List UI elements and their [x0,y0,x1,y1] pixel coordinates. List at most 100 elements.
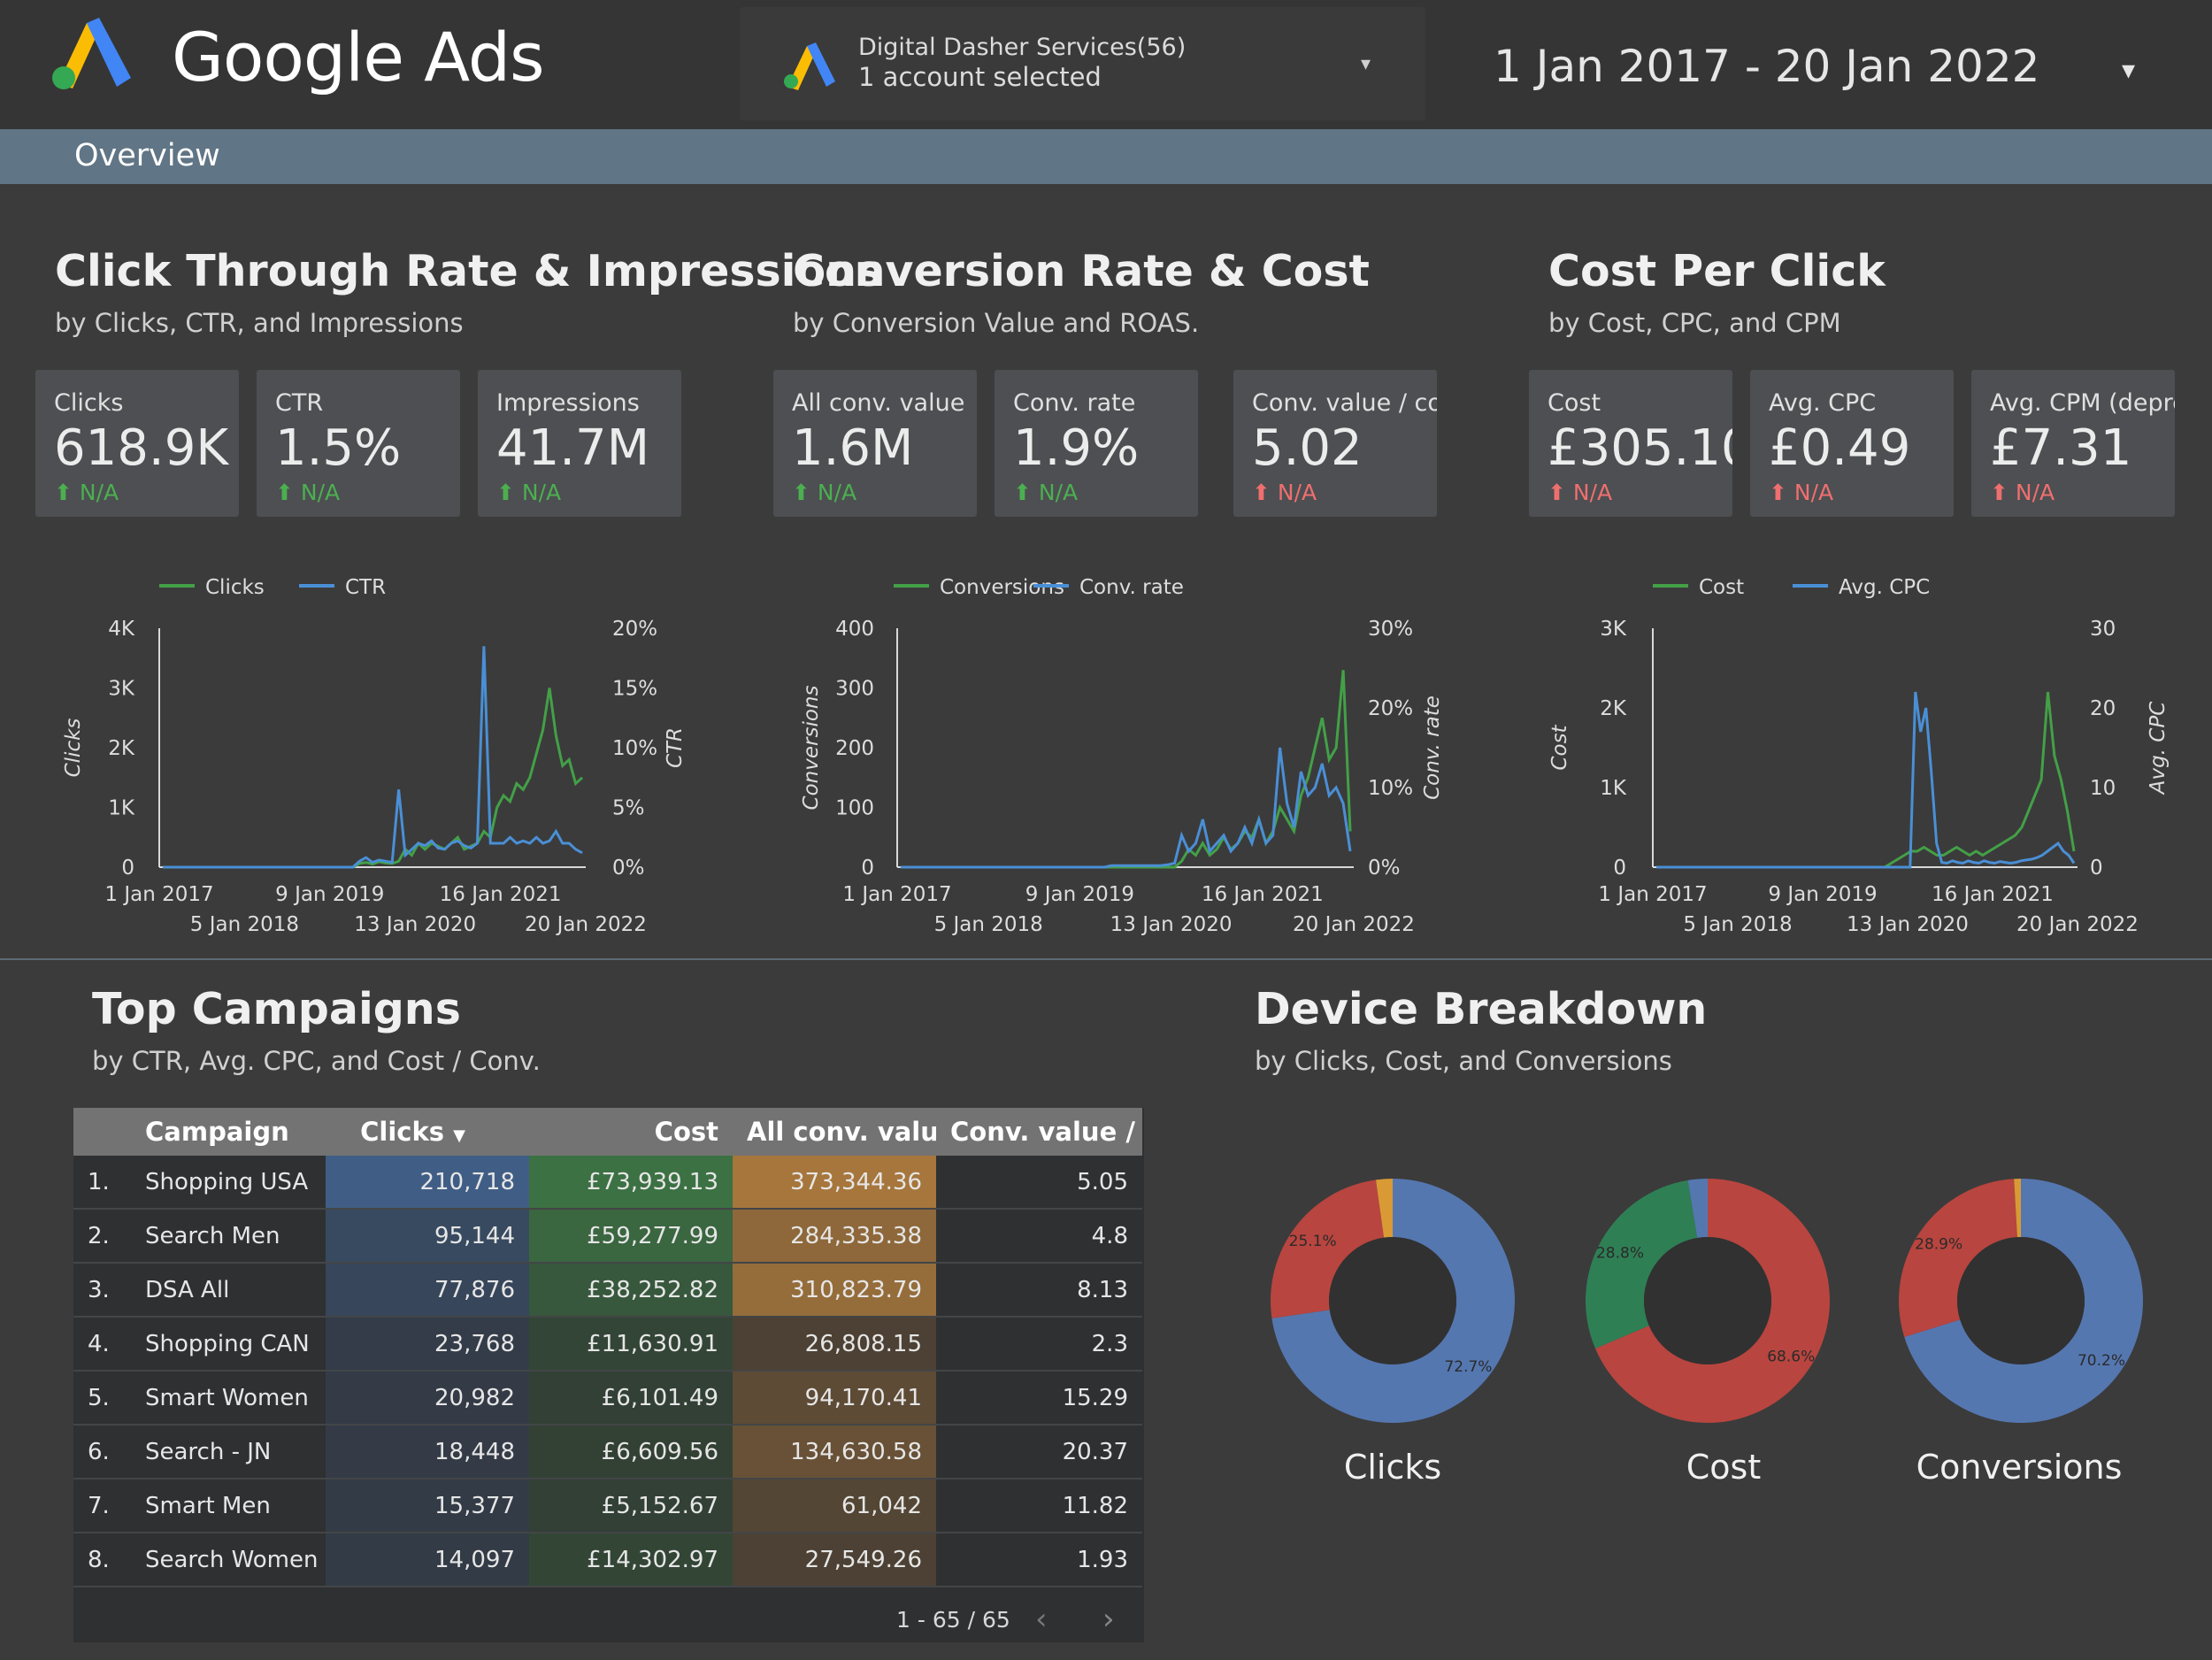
clicks-cell: 210,718 [326,1156,529,1210]
account-selector[interactable] [740,7,1425,120]
column-header-all-conv-value[interactable]: All conv. value [733,1108,936,1156]
table-row[interactable]: 6. Search - JN 18,448 £6,609.56 134,630.58 20… [73,1425,1142,1479]
kpi-delta-value: N/A [1277,480,1317,505]
kpi-delta: ⬆ N/A [1990,480,2055,505]
arrow-up-icon: ⬆ [275,480,301,505]
clicks-device-donut: 72.7% 25.1% [1271,1179,1515,1423]
y-axis-title: Conversions [800,686,823,811]
x-tick-label: 20 Jan 2022 [525,913,647,936]
kpi-delta: ⬆ N/A [1252,480,1317,505]
kpi-delta-value: N/A [300,480,341,505]
caret-down-icon[interactable]: ▾ [1361,53,1371,75]
kpi-card: Avg. CPC £0.49 ⬆ N/A [1750,370,1954,517]
kpi-value: 1.9% [1013,419,1140,477]
donut-slice-label: 68.6% [1767,1348,1815,1365]
conv-value-cost-cell: 11.82 [936,1479,1142,1533]
kpi-card: Clicks 618.9K ⬆ N/A [35,370,239,517]
section-subtitle-cpc: by Cost, CPC, and CPM [1548,308,1841,338]
all-conv-value-cell: 61,042 [733,1479,936,1533]
donut-slice [1375,1179,1393,1238]
app-title: Google Ads [172,18,545,96]
donut-hole [1957,1237,2085,1364]
column-header-campaign[interactable]: Campaign [131,1108,326,1156]
chevron-left-icon[interactable]: ‹ [1035,1602,1048,1637]
y2-tick-label: 15% [612,678,657,701]
series-line-primary [163,688,584,869]
caret-down-icon[interactable]: ▾ [2122,55,2136,86]
table-row[interactable]: 8. Search Women 14,097 £14,302.97 27,549.26 1… [73,1533,1142,1587]
y2-tick-label: 30 [2090,618,2116,641]
kpi-delta-value: N/A [1793,480,1834,505]
table-row[interactable]: 2. Search Men 95,144 £59,277.99 284,335.38 4.… [73,1209,1142,1264]
campaign-name: Shopping CAN [131,1317,326,1372]
kpi-delta-value: N/A [1572,480,1613,505]
row-index: 5. [73,1371,131,1426]
section-title-cpc: Cost Per Click [1548,246,1886,296]
section-divider [0,958,2212,960]
x-tick-label: 9 Jan 2019 [1768,883,1877,906]
arrow-down-icon: ⬆ [1252,480,1278,505]
column-header-clicks[interactable]: Clicks ▼ [326,1108,529,1156]
cost-cell: £5,152.67 [529,1479,733,1533]
all-conv-value-cell: 26,808.15 [733,1317,936,1372]
conv-value-cost-cell: 20.37 [936,1425,1142,1479]
y-tick-label: 300 [835,678,874,701]
column-header-conv-value-cost[interactable]: Conv. value / ... [936,1108,1142,1156]
donut-title-cost: Cost [1686,1448,1762,1487]
donut-slice-label: 28.9% [1915,1236,1962,1254]
clicks-ctr-chart: Clicks CTR 0 1K 2K 3K 4K 0% 5% 10% 15% 20% Clicks CTR… [62,576,687,936]
y2-tick-label: 30% [1368,618,1413,641]
x-tick-label: 9 Jan 2019 [1025,883,1134,906]
arrow-down-icon: ⬆ [1990,480,2016,505]
y2-tick-label: 20% [1368,697,1413,720]
section-subtitle-conversion: by Conversion Value and ROAS. [793,308,1200,338]
kpi-label: All conv. value [792,389,965,417]
date-range-selector[interactable]: 1 Jan 2017 - 20 Jan 2022 [1494,41,2040,92]
y2-tick-label: 0 [2090,857,2103,880]
y-axis-title: Clicks [62,719,85,778]
all-conv-value-cell: 310,823.79 [733,1263,936,1318]
cost-cell: £38,252.82 [529,1263,733,1318]
sort-desc-icon: ▼ [453,1126,465,1145]
kpi-label: Clicks [54,389,124,417]
x-tick-label: 1 Jan 2017 [1598,883,1707,906]
table-row[interactable]: 4. Shopping CAN 23,768 £11,630.91 26,808.15 2… [73,1317,1142,1372]
campaign-name: Shopping USA [131,1156,326,1210]
campaign-name: Search Men [131,1209,326,1264]
kpi-card: Impressions 41.7M ⬆ N/A [478,370,681,517]
campaign-name: Smart Women [131,1371,326,1426]
chevron-right-icon[interactable]: › [1102,1602,1115,1637]
conv-value-cost-cell: 4.8 [936,1209,1142,1264]
row-index: 6. [73,1425,131,1479]
campaign-name: Search Women [131,1533,326,1587]
y2-tick-label: 10% [612,737,657,760]
kpi-card: Conv. value / cost5.02 ⬆ N/A [1233,370,1437,517]
arrow-up-icon: ⬆ [54,480,80,505]
all-conv-value-cell: 373,344.36 [733,1156,936,1210]
donut-title-clicks: Clicks [1343,1448,1442,1487]
table-row[interactable]: 1. Shopping USA 210,718 £73,939.13 373,344.3… [73,1156,1142,1210]
conversions-rate-chart: Conversions Conv. rate 0 100 200 300 400 0% 10% 2… [800,576,1444,936]
kpi-delta: ⬆ N/A [1548,480,1612,505]
donut-slice [1899,1179,2017,1337]
kpi-delta-value: N/A [521,480,562,505]
table-row[interactable]: 5. Smart Women 20,982 £6,101.49 94,170.41 15.… [73,1371,1142,1426]
donut-slice-label: 72.7% [1444,1358,1492,1376]
all-conv-value-cell: 94,170.41 [733,1371,936,1426]
table-row[interactable]: 3. DSA All 77,876 £38,252.82 310,823.79 8.13 [73,1263,1142,1318]
table-row[interactable]: 7. Smart Men 15,377 £5,152.67 61,042 11.82 [73,1479,1142,1533]
section-title-campaigns: Top Campaigns [92,984,461,1034]
account-selected-count: 1 account selected [858,62,1102,92]
arrow-up-icon: ⬆ [496,480,522,505]
kpi-label: Avg. CPC [1769,389,1877,417]
clicks-cell: 23,768 [326,1317,529,1372]
series-line-primary [1656,691,2076,869]
conversions-device-donut: 70.2% 28.9% [1899,1179,2143,1423]
section-subtitle-campaigns: by CTR, Avg. CPC, and Cost / Conv. [92,1046,541,1076]
tab-overview[interactable]: Overview [74,138,220,173]
kpi-delta: ⬆ N/A [275,480,340,505]
y-tick-label: 2K [1600,697,1627,720]
kpi-value: £305.10K [1548,419,1732,477]
column-header-cost[interactable]: Cost [529,1108,733,1156]
kpi-delta: ⬆ N/A [1013,480,1078,505]
